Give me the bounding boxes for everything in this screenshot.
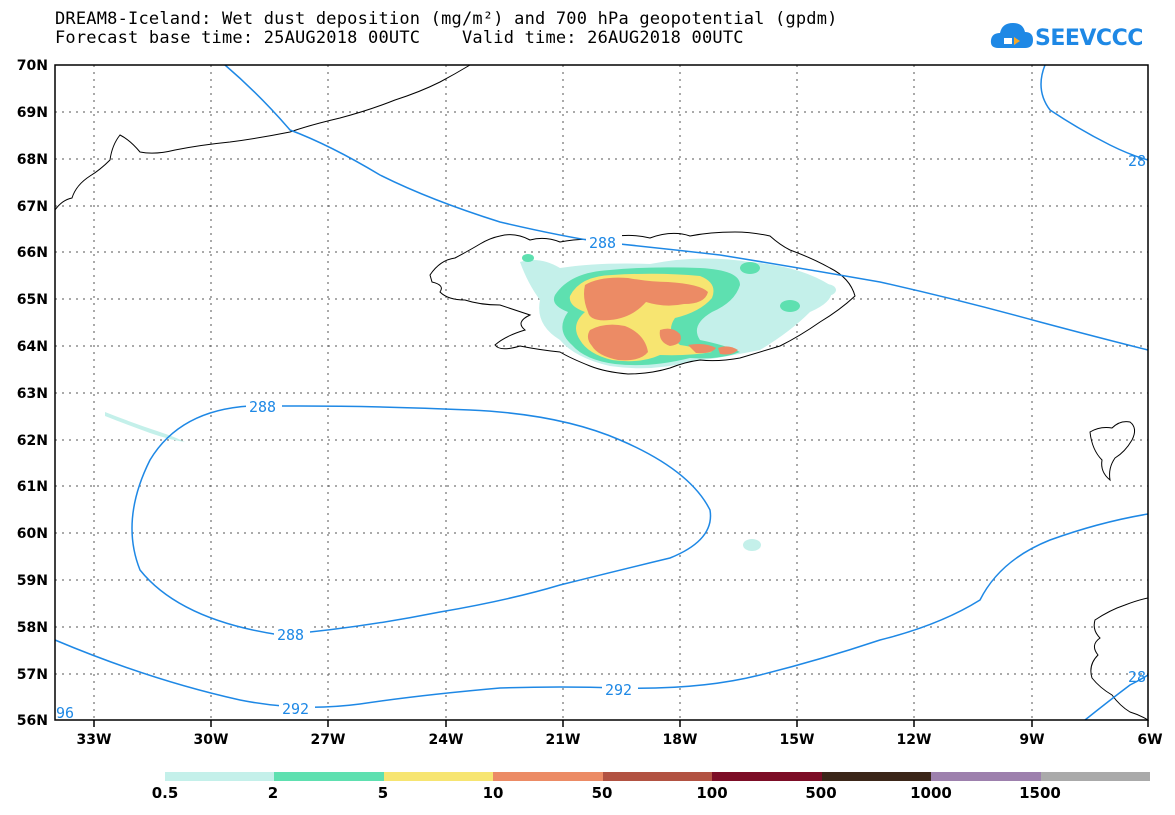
legend-label: 50 (591, 784, 613, 802)
contour-label: 288 (249, 398, 276, 416)
map-subtitle-times: Forecast base time: 25AUG2018 00UTC Vali… (55, 28, 744, 48)
lon-label: 15W (780, 732, 815, 748)
lat-label: 62N (17, 433, 48, 449)
lon-label: 24W (429, 732, 464, 748)
lon-label: 12W (897, 732, 932, 748)
greenland-coast (54, 64, 471, 211)
lat-label: 63N (17, 386, 48, 402)
dust-patch-ocean (743, 539, 761, 551)
coastlines (54, 64, 1149, 721)
lon-label: 30W (194, 732, 229, 748)
legend-label: 1500 (1019, 784, 1061, 802)
lat-label: 66N (17, 245, 48, 261)
legend-swatch-500 (821, 772, 932, 781)
color-legend-bar (165, 772, 1150, 781)
contour-288-ne (1040, 64, 1149, 161)
lon-label: 6W (1137, 732, 1162, 748)
legend-swatch-1500 (1040, 772, 1150, 781)
lon-label: 18W (663, 732, 698, 748)
lon-label: 33W (77, 732, 112, 748)
frame-ticks (93, 720, 1149, 727)
lat-label: 56N (17, 713, 48, 729)
legend-label: 1000 (910, 784, 952, 802)
legend-swatch-100 (712, 772, 822, 781)
legend-label: 5 (377, 784, 389, 802)
latitude-labels: 70N 69N 68N 67N 66N 65N 64N 63N 62N 61N … (17, 58, 48, 729)
legend-label: 500 (805, 784, 837, 802)
faroe-coast (1089, 421, 1136, 482)
dust-patch-e2 (816, 284, 836, 296)
contour-label: 96 (56, 704, 74, 722)
contour-label: 28 (1128, 668, 1146, 686)
contour-label: 288 (277, 626, 304, 644)
contour-288-loop (131, 405, 712, 636)
legend-label: 0.5 (151, 784, 179, 802)
dust-level-10 (584, 277, 708, 321)
dust-level-10b (587, 324, 648, 361)
lat-label: 65N (17, 292, 48, 308)
cloud-logo-icon (990, 23, 1033, 48)
lon-label: 9W (1019, 732, 1044, 748)
dust-streak-ocean (105, 412, 185, 442)
lat-label: 61N (17, 479, 48, 495)
dust-level-10c (659, 328, 681, 346)
longitude-labels: 33W 30W 27W 24W 21W 18W 15W 12W 9W 6W (77, 732, 1163, 748)
dust-deposition-field (105, 254, 836, 551)
lat-label: 70N (17, 58, 48, 74)
contour-label: 292 (605, 681, 632, 699)
lat-label: 69N (17, 105, 48, 121)
legend-label: 100 (696, 784, 728, 802)
scotland-coast (1090, 597, 1149, 721)
legend-swatch-50 (602, 772, 713, 781)
dust-patch-east (780, 300, 800, 312)
dust-patch-ne (740, 262, 760, 274)
contour-292 (54, 513, 1149, 708)
lat-label: 58N (17, 620, 48, 636)
lon-label: 27W (311, 732, 346, 748)
seevccc-logo (990, 18, 1140, 58)
lat-label: 68N (17, 152, 48, 168)
contour-292-se (1084, 674, 1149, 721)
contour-label: 292 (282, 700, 309, 718)
graticule (55, 65, 1148, 720)
lon-label: 21W (546, 732, 581, 748)
dust-level-10d (688, 344, 716, 354)
legend-swatch-2 (274, 772, 384, 781)
contour-label: 288 (589, 234, 616, 252)
legend-swatch-10 (493, 772, 603, 781)
lat-label: 60N (17, 526, 48, 542)
legend-swatch-5 (383, 772, 494, 781)
iceland-coast (429, 231, 856, 375)
legend-swatch-0.5 (165, 772, 275, 781)
contour-label: 28 (1128, 152, 1146, 170)
map-frame (54, 64, 1149, 721)
dust-patch-nw (522, 254, 534, 262)
lat-label: 59N (17, 573, 48, 589)
lat-label: 64N (17, 339, 48, 355)
lat-label: 67N (17, 199, 48, 215)
contour-labels: 288 288 288 292 292 28 96 28 (56, 152, 1146, 722)
map-title: DREAM8-Iceland: Wet dust deposition (mg/… (55, 9, 838, 29)
logo-text: SEEVCCC (1035, 26, 1143, 51)
dust-level-5b (718, 346, 738, 355)
lat-label: 57N (17, 667, 48, 683)
legend-label: 10 (482, 784, 504, 802)
legend-swatch-1000 (931, 772, 1041, 781)
legend-label: 2 (267, 784, 279, 802)
